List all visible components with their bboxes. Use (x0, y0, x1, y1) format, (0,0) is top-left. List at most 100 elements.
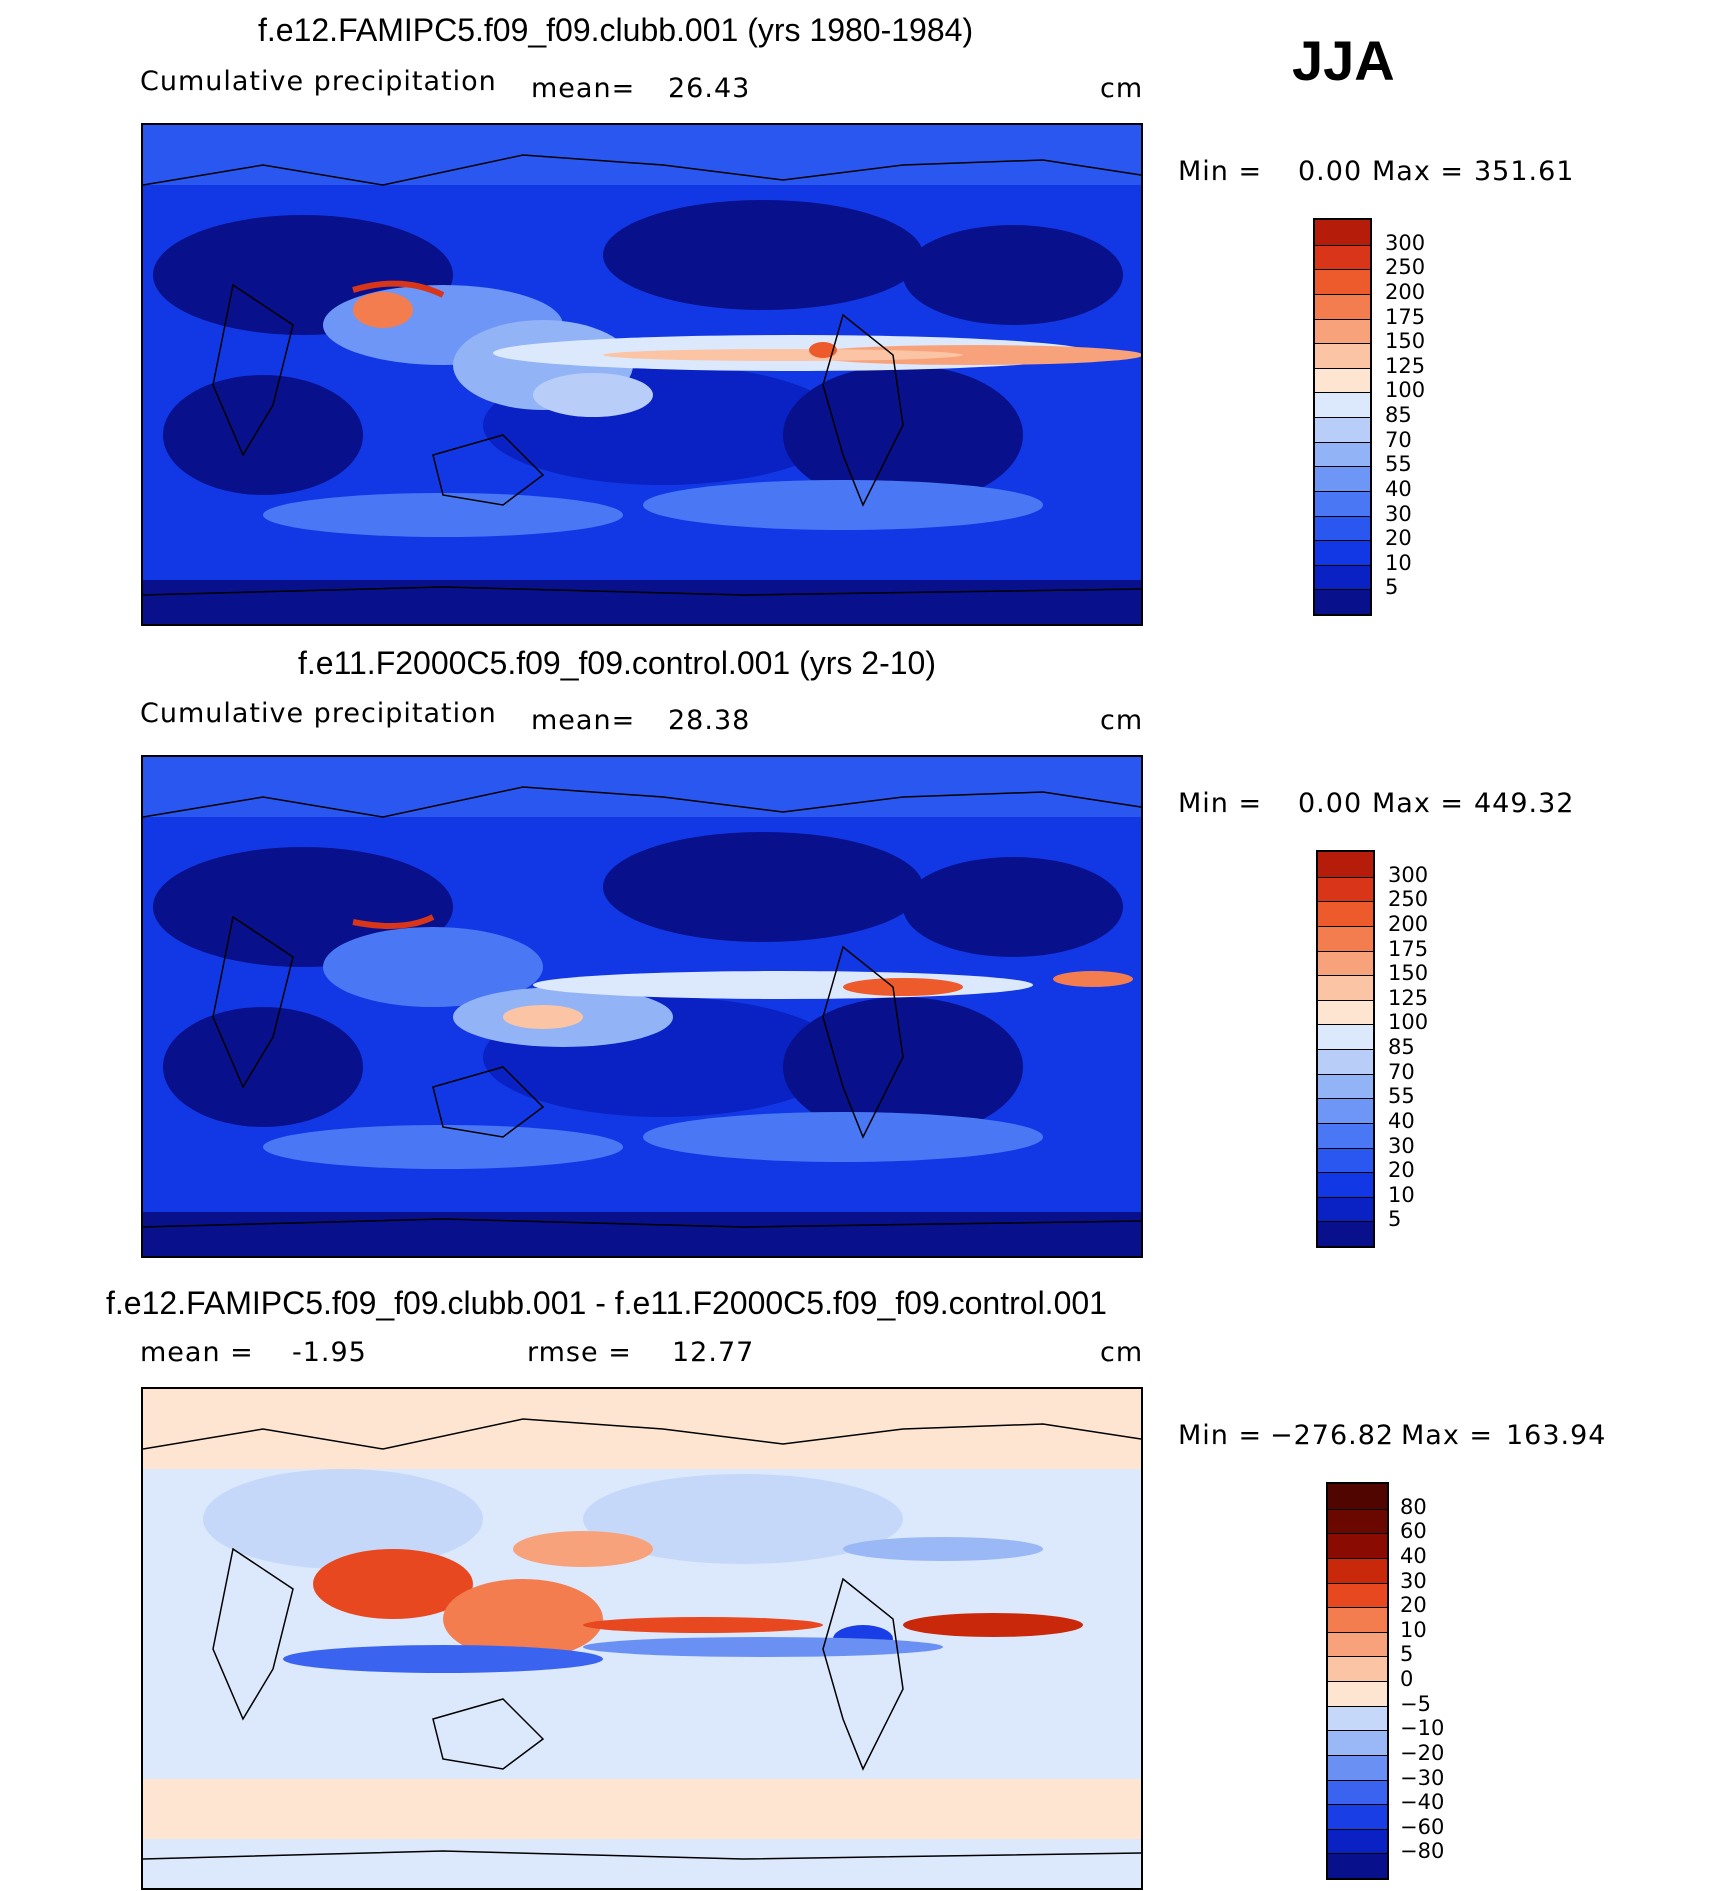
colorbar-swatch (1315, 589, 1370, 614)
colorbar-swatch (1318, 1098, 1373, 1123)
colorbar-tick-label: 70 (1388, 1059, 1415, 1084)
colorbar-swatch (1318, 1196, 1373, 1222)
panel1-max-label: Max = (1372, 156, 1465, 187)
colorbar-swatch (1318, 925, 1373, 951)
colorbar-swatch (1315, 220, 1370, 245)
season-label: JJA (1292, 29, 1395, 92)
colorbar-tick-label: 100 (1385, 378, 1426, 403)
colorbar-tick-label: 55 (1388, 1084, 1415, 1109)
colorbar-swatch (1328, 1582, 1387, 1608)
colorbar-tick-label: 150 (1385, 329, 1426, 354)
colorbar-tick-label: 200 (1388, 911, 1429, 936)
colorbar-swatch (1315, 293, 1370, 319)
panel2-units: cm (1100, 705, 1144, 736)
panel1-map (141, 123, 1143, 626)
colorbar-swatch (1328, 1607, 1387, 1632)
colorbar-tick-label: −5 (1400, 1691, 1431, 1716)
colorbar-tick-label: 175 (1388, 936, 1429, 961)
panel1-colorbar-swatches (1313, 218, 1372, 616)
panel3-map (141, 1387, 1143, 1890)
colorbar-swatch (1328, 1681, 1387, 1706)
colorbar-swatch (1328, 1730, 1387, 1755)
colorbar-tick-label: 300 (1385, 230, 1426, 255)
colorbar-tick-label: 60 (1400, 1519, 1427, 1544)
panel3-colorbar-swatches (1326, 1482, 1389, 1880)
panel2-colorbar: 300 250 200 175 150 125 100 85 70 55 40 30 20 10 5 (1316, 850, 1476, 1250)
colorbar-tick-label: 40 (1388, 1108, 1415, 1133)
panel3-colorbar: 80 60 40 30 20 10 5 0 −5 −10 −20 −30 −40 −60 −80 (1326, 1482, 1506, 1882)
panel3-mean-value: -1.95 (292, 1337, 367, 1368)
colorbar-tick-label: 30 (1388, 1133, 1415, 1158)
colorbar-swatch (1328, 1508, 1387, 1534)
panel3-rmse-value: 12.77 (672, 1337, 755, 1368)
panel1-field-label: Cumulative precipitation (140, 66, 497, 97)
colorbar-swatch (1328, 1779, 1387, 1805)
colorbar-tick-label: 10 (1385, 550, 1412, 575)
colorbar-tick-label: −30 (1400, 1765, 1445, 1790)
colorbar-swatch (1315, 244, 1370, 270)
panel1-units: cm (1100, 73, 1144, 104)
colorbar-tick-label: 5 (1388, 1207, 1402, 1232)
colorbar-swatch (1315, 269, 1370, 294)
colorbar-swatch (1318, 852, 1373, 877)
colorbar-tick-label: −20 (1400, 1740, 1445, 1765)
colorbar-tick-label: 0 (1400, 1667, 1414, 1691)
panel1-title: f.e12.FAMIPC5.f09_f09.clubb.001 (yrs 198… (258, 12, 974, 48)
colorbar-tick-label: 20 (1385, 526, 1412, 551)
colorbar-swatch (1315, 367, 1370, 393)
colorbar-tick-label: 175 (1385, 304, 1426, 329)
colorbar-swatch (1328, 1557, 1387, 1583)
panel3-max-label: Max = (1401, 1420, 1494, 1451)
colorbar-tick-label: 150 (1388, 961, 1429, 986)
panel1-min-label: Min = (1178, 156, 1263, 187)
panel2-colorbar-swatches (1316, 850, 1375, 1248)
colorbar-tick-label: 100 (1388, 1010, 1429, 1035)
colorbar-swatch (1315, 441, 1370, 467)
colorbar-tick-label: 5 (1385, 575, 1399, 600)
colorbar-swatch (1315, 417, 1370, 442)
panel2-map (141, 755, 1143, 1258)
colorbar-swatch (1315, 515, 1370, 541)
panel1-mean-value: 26.43 (668, 73, 751, 104)
panel2-max-value: 449.32 (1474, 788, 1575, 819)
colorbar-swatch (1328, 1828, 1387, 1854)
colorbar-swatch (1328, 1533, 1387, 1558)
panel3-units: cm (1100, 1337, 1144, 1368)
colorbar-swatch (1328, 1853, 1387, 1878)
panel3-max-value: 163.94 (1506, 1420, 1607, 1451)
colorbar-tick-label: 20 (1388, 1158, 1415, 1183)
colorbar-tick-label: −60 (1400, 1814, 1445, 1839)
panel2-field-label: Cumulative precipitation (140, 698, 497, 729)
panel3-min-value: −276.82 (1270, 1420, 1395, 1451)
colorbar-tick-label: 85 (1388, 1035, 1415, 1059)
colorbar-tick-label: 85 (1385, 403, 1412, 427)
colorbar-swatch (1318, 1172, 1373, 1197)
panel2-min-value: 0.00 (1298, 788, 1363, 819)
colorbar-tick-label: −40 (1400, 1790, 1445, 1815)
colorbar-swatch (1318, 975, 1373, 1000)
colorbar-swatch (1328, 1705, 1387, 1731)
panel2-title: f.e11.F2000C5.f09_f09.control.001 (yrs 2… (298, 645, 936, 681)
colorbar-tick-label: 80 (1400, 1494, 1427, 1519)
colorbar-tick-label: 10 (1400, 1617, 1427, 1642)
colorbar-tick-label: 250 (1385, 255, 1426, 280)
panel2-max-label: Max = (1372, 788, 1465, 819)
colorbar-tick-label: 40 (1400, 1543, 1427, 1568)
colorbar-swatch (1315, 466, 1370, 491)
colorbar-swatch (1318, 999, 1373, 1025)
colorbar-swatch (1315, 318, 1370, 344)
colorbar-tick-label: 125 (1385, 353, 1426, 378)
colorbar-swatch (1328, 1754, 1387, 1780)
panel1-max-value: 351.61 (1474, 156, 1575, 187)
colorbar-swatch (1318, 1073, 1373, 1099)
colorbar-tick-label: 300 (1388, 862, 1429, 887)
panel1-min-value: 0.00 (1298, 156, 1363, 187)
panel2-mean-value: 28.38 (668, 705, 751, 736)
colorbar-tick-label: −80 (1400, 1839, 1445, 1864)
colorbar-tick-label: 30 (1400, 1568, 1427, 1593)
colorbar-tick-label: 10 (1388, 1182, 1415, 1207)
colorbar-swatch (1318, 950, 1373, 976)
colorbar-swatch (1318, 1147, 1373, 1173)
colorbar-tick-label: 5 (1400, 1642, 1414, 1667)
colorbar-swatch (1318, 901, 1373, 926)
